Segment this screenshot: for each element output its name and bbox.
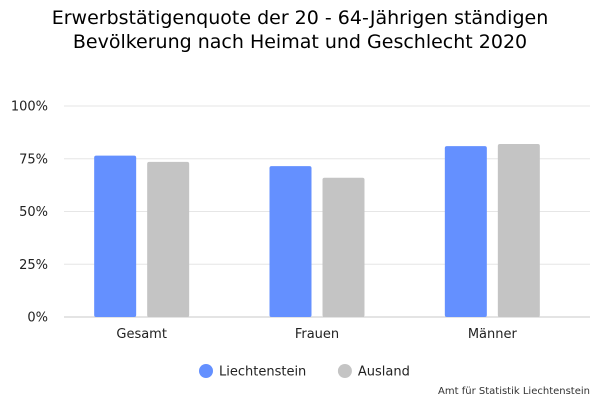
y-tick-label: 25%	[19, 258, 48, 273]
x-category-label: Frauen	[295, 327, 339, 342]
legend-label: Liechtenstein	[219, 365, 306, 380]
bar-liechtenstein-gesamt[interactable]	[94, 155, 137, 317]
chart-title: Erwerbstätigenquote der 20 - 64-Jährigen…	[51, 7, 549, 53]
x-category-label: Gesamt	[116, 327, 167, 342]
y-tick-label: 50%	[19, 205, 48, 220]
y-tick-label: 75%	[19, 152, 48, 167]
legend: Liechtenstein Ausland	[199, 364, 410, 380]
bar-ausland-gesamt[interactable]	[147, 161, 190, 317]
bar-liechtenstein-männer[interactable]	[444, 146, 487, 317]
x-category-label: Männer	[468, 327, 518, 342]
legend-item-liechtenstein[interactable]: Liechtenstein	[199, 364, 306, 380]
y-axis-ticks: 0% 25% 50% 75% 100%	[11, 100, 48, 326]
bar-liechtenstein-frauen[interactable]	[269, 166, 312, 317]
y-tick-label: 100%	[11, 100, 48, 115]
bars	[94, 143, 540, 317]
legend-label: Ausland	[358, 365, 410, 380]
legend-marker-icon	[199, 364, 213, 378]
x-axis-categories: Gesamt Frauen Männer	[116, 327, 517, 342]
bar-ausland-frauen[interactable]	[322, 177, 365, 317]
y-tick-label: 0%	[27, 311, 48, 326]
legend-item-ausland[interactable]: Ausland	[337, 364, 410, 380]
source-label: Amt für Statistik Liechtenstein	[438, 386, 590, 397]
bar-ausland-männer[interactable]	[497, 143, 540, 317]
legend-marker-icon	[337, 364, 352, 378]
